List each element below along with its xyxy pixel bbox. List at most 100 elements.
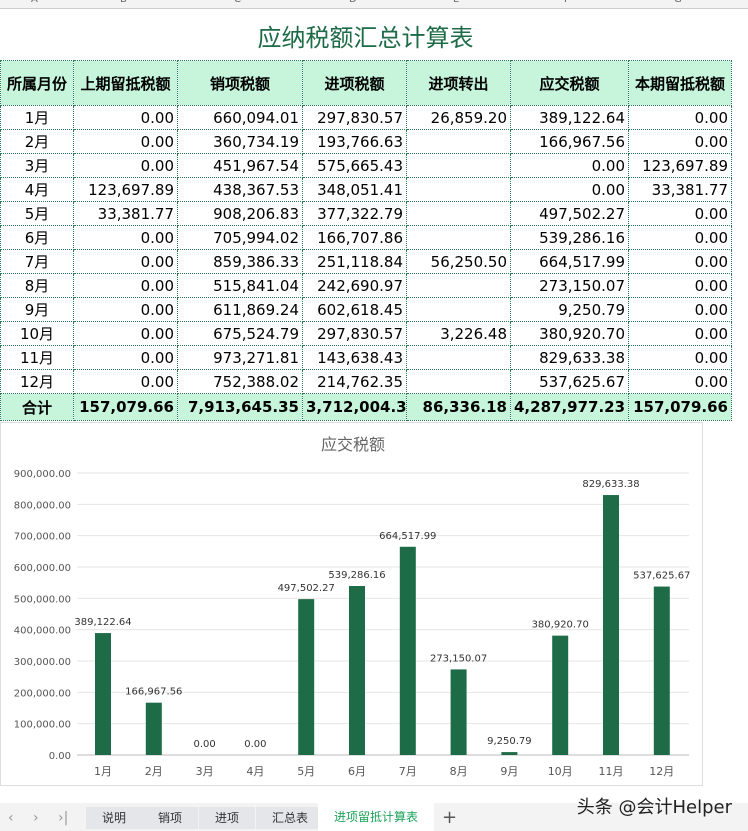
cell[interactable]: 6月 xyxy=(0,225,74,250)
column-header[interactable]: F xyxy=(564,0,570,5)
cell[interactable]: 0.00 xyxy=(73,249,178,274)
cell[interactable]: 2月 xyxy=(0,129,74,154)
cell[interactable]: 0.00 xyxy=(73,225,178,250)
cell[interactable]: 251,118.84 xyxy=(302,249,407,274)
cell[interactable]: 973,271.81 xyxy=(177,345,303,370)
cell[interactable]: 3,712,004.30 xyxy=(302,393,407,421)
cell[interactable]: 0.00 xyxy=(628,129,732,154)
cell[interactable] xyxy=(406,369,511,394)
cell[interactable]: 752,388.02 xyxy=(177,369,303,394)
sheet-tab[interactable]: 说明 xyxy=(86,807,143,829)
cell[interactable]: 本期留抵税额 xyxy=(628,60,732,106)
cell[interactable]: 86,336.18 xyxy=(406,393,511,421)
cell[interactable]: 157,079.66 xyxy=(628,393,732,421)
cell[interactable]: 0.00 xyxy=(73,345,178,370)
cell[interactable]: 0.00 xyxy=(73,273,178,298)
cell[interactable]: 297,830.57 xyxy=(302,321,407,346)
cell[interactable]: 0.00 xyxy=(73,369,178,394)
cell[interactable]: 11月 xyxy=(0,345,74,370)
cell[interactable] xyxy=(406,201,511,226)
cell[interactable]: 193,766.63 xyxy=(302,129,407,154)
cell[interactable] xyxy=(406,273,511,298)
sheet-tab[interactable]: 进项留抵计算表 xyxy=(318,803,435,831)
cell[interactable]: 273,150.07 xyxy=(510,273,629,298)
cell[interactable]: 0.00 xyxy=(73,321,178,346)
column-header[interactable]: C xyxy=(234,0,241,5)
cell[interactable] xyxy=(406,297,511,322)
cell[interactable]: 515,841.04 xyxy=(177,273,303,298)
cell[interactable]: 10月 xyxy=(0,321,74,346)
cell[interactable]: 0.00 xyxy=(510,153,629,178)
bar[interactable] xyxy=(603,495,619,755)
sheet-nav-button[interactable]: › xyxy=(33,810,39,826)
cell[interactable] xyxy=(406,225,511,250)
cell[interactable]: 0.00 xyxy=(628,321,732,346)
bar[interactable] xyxy=(653,586,670,755)
cell[interactable]: 0.00 xyxy=(73,153,178,178)
cell[interactable]: 166,707.86 xyxy=(302,225,407,250)
sheet-tab[interactable]: 汇总表 xyxy=(256,807,325,829)
sheet-nav-button[interactable]: ‹ xyxy=(8,810,14,826)
bar[interactable] xyxy=(298,599,315,755)
bar[interactable] xyxy=(145,702,162,755)
bar[interactable] xyxy=(450,669,467,755)
cell[interactable]: 5月 xyxy=(0,201,74,226)
cell[interactable]: 360,734.19 xyxy=(177,129,303,154)
cell[interactable]: 上期留抵税额 xyxy=(73,60,178,106)
cell[interactable]: 497,502.27 xyxy=(510,201,629,226)
bar[interactable] xyxy=(349,586,365,755)
cell[interactable]: 143,638.43 xyxy=(302,345,407,370)
cell[interactable]: 602,618.45 xyxy=(302,297,407,322)
cell[interactable]: 664,517.99 xyxy=(510,249,629,274)
cell[interactable]: 应交税额 xyxy=(510,60,629,106)
cell[interactable]: 214,762.35 xyxy=(302,369,407,394)
cell[interactable]: 389,122.64 xyxy=(510,105,629,130)
cell[interactable]: 908,206.83 xyxy=(177,201,303,226)
cell[interactable]: 297,830.57 xyxy=(302,105,407,130)
bar[interactable] xyxy=(552,635,569,755)
cell[interactable]: 8月 xyxy=(0,273,74,298)
cell[interactable]: 0.00 xyxy=(73,297,178,322)
bar[interactable] xyxy=(399,546,416,755)
cell[interactable] xyxy=(406,153,511,178)
cell[interactable]: 0.00 xyxy=(628,345,732,370)
cell[interactable]: 4,287,977.23 xyxy=(510,393,629,421)
sheet-nav-button[interactable]: ›| xyxy=(58,810,69,826)
cell[interactable]: 438,367.53 xyxy=(177,177,303,202)
cell[interactable]: 0.00 xyxy=(628,225,732,250)
cell[interactable]: 675,524.79 xyxy=(177,321,303,346)
cell[interactable]: 9月 xyxy=(0,297,74,322)
add-sheet-button[interactable]: + xyxy=(442,807,458,828)
cell[interactable]: 157,079.66 xyxy=(73,393,178,421)
cell[interactable]: 7月 xyxy=(0,249,74,274)
cell[interactable]: 166,967.56 xyxy=(510,129,629,154)
cell[interactable]: 705,994.02 xyxy=(177,225,303,250)
cell[interactable]: 575,665.43 xyxy=(302,153,407,178)
cell[interactable] xyxy=(406,129,511,154)
column-header[interactable]: A xyxy=(31,0,38,5)
cell[interactable]: 33,381.77 xyxy=(73,201,178,226)
tax-chart[interactable]: 应交税额 0.00 100,000.00 200,000.00 300,000.00 40… xyxy=(0,422,703,786)
cell[interactable]: 537,625.67 xyxy=(510,369,629,394)
cell[interactable]: 4月 xyxy=(0,177,74,202)
cell[interactable]: 进项税额 xyxy=(302,60,407,106)
cell[interactable]: 33,381.77 xyxy=(628,177,732,202)
cell[interactable]: 123,697.89 xyxy=(628,153,732,178)
column-header[interactable]: E xyxy=(453,0,459,5)
cell[interactable]: 242,690.97 xyxy=(302,273,407,298)
cell[interactable]: 3,226.48 xyxy=(406,321,511,346)
bar[interactable] xyxy=(95,633,111,755)
cell[interactable] xyxy=(406,345,511,370)
cell[interactable]: 9,250.79 xyxy=(510,297,629,322)
cell[interactable]: 12月 xyxy=(0,369,74,394)
cell[interactable]: 0.00 xyxy=(510,177,629,202)
cell[interactable]: 销项税额 xyxy=(177,60,303,106)
sheet-tab[interactable]: 进项 xyxy=(199,807,256,829)
cell[interactable]: 539,286.16 xyxy=(510,225,629,250)
cell[interactable]: 进项转出 xyxy=(406,60,511,106)
cell[interactable]: 1月 xyxy=(0,105,74,130)
cell[interactable]: 0.00 xyxy=(628,249,732,274)
cell[interactable]: 829,633.38 xyxy=(510,345,629,370)
cell[interactable]: 0.00 xyxy=(628,105,732,130)
bar[interactable] xyxy=(501,752,518,755)
